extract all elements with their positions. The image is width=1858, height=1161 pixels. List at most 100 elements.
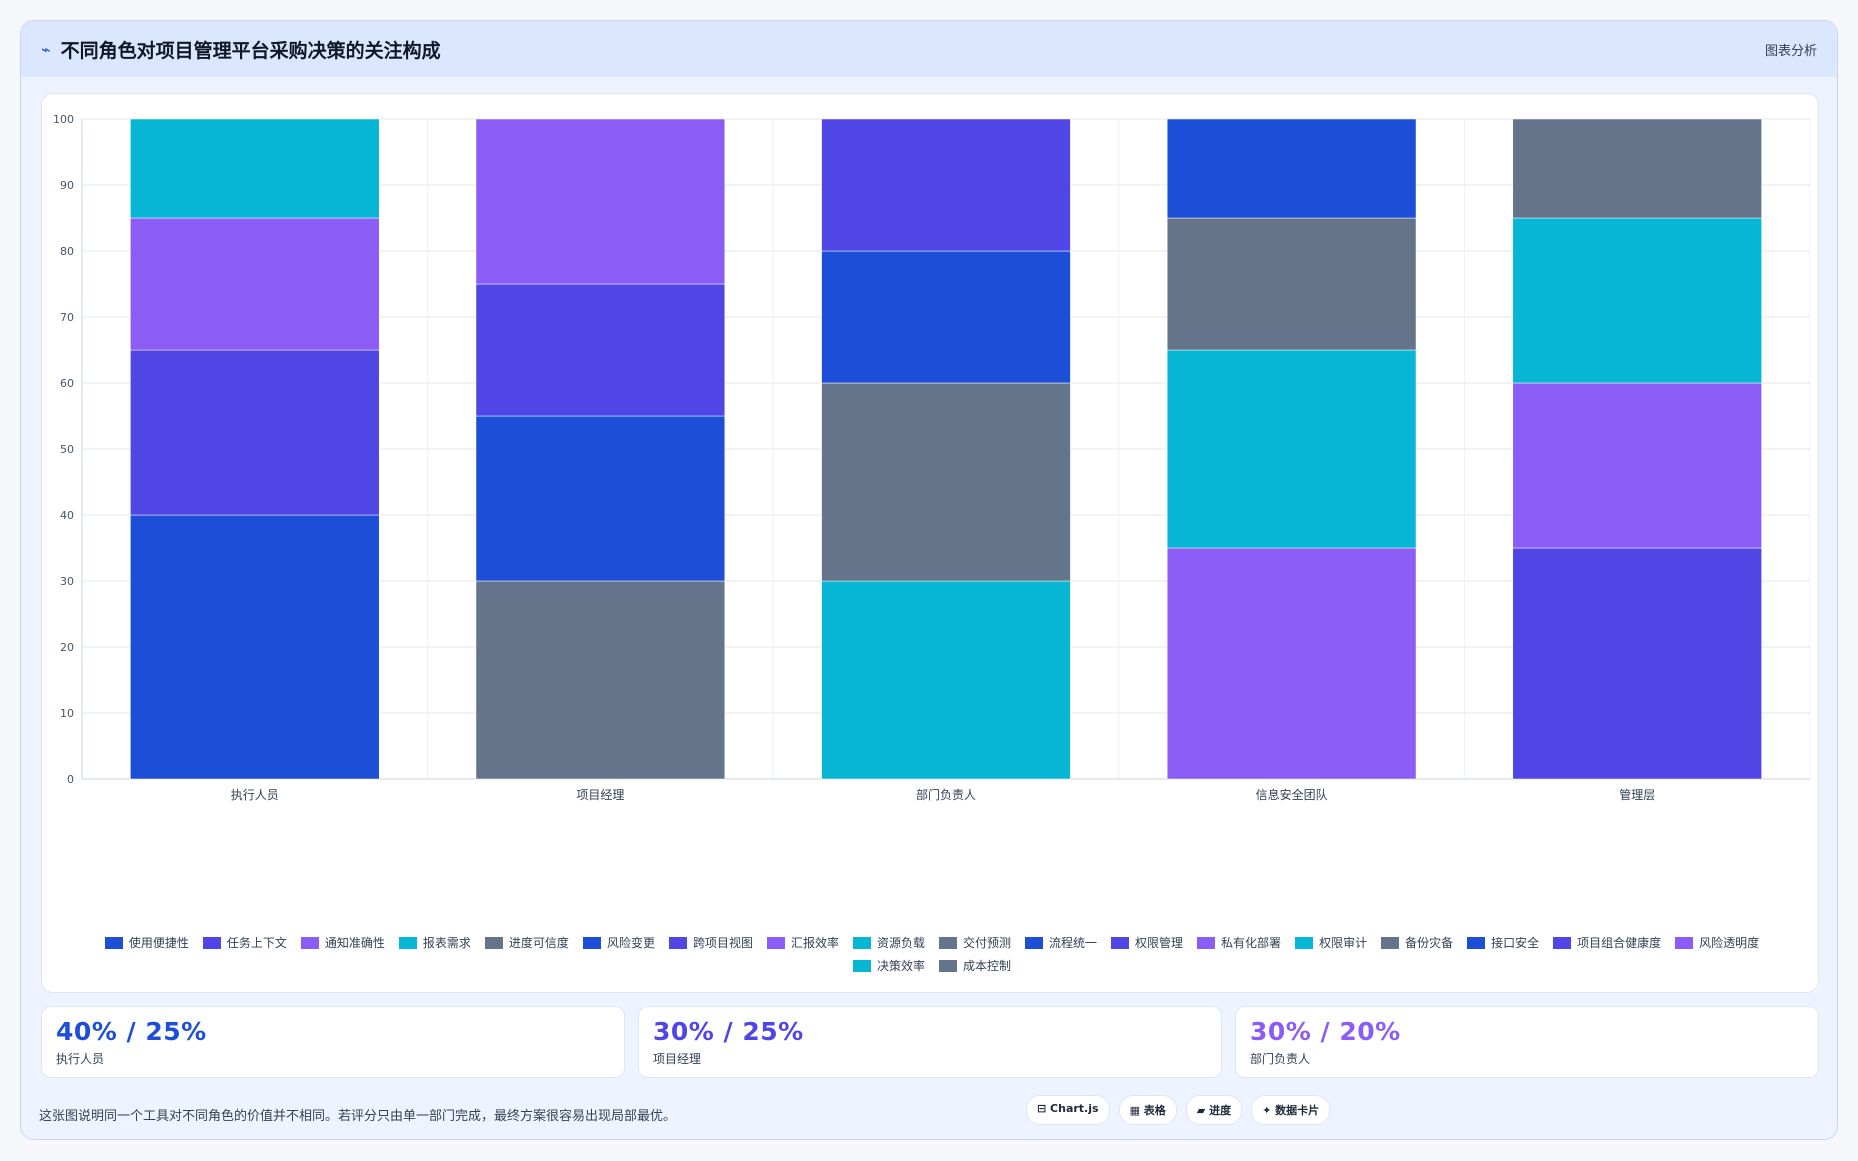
legend-swatch (1111, 936, 1130, 949)
legend-swatch (202, 936, 221, 949)
y-tick-label: 0 (67, 773, 74, 786)
bar-segment (1512, 382, 1762, 549)
legend-swatch (104, 936, 123, 949)
y-tick-label: 30 (60, 575, 74, 588)
y-tick-label: 80 (60, 245, 74, 258)
legend-item[interactable]: 交付预测 (939, 934, 1011, 951)
legend-swatch (852, 936, 871, 949)
legend-item[interactable]: 风险变更 (582, 934, 655, 951)
legend-label: 项目组合健康度 (1577, 936, 1662, 950)
stat-value: 40% / 25% (56, 1017, 207, 1046)
y-tick-label: 20 (60, 641, 74, 654)
stacked-bar-chart: 0 10 20 30 40 50 60 70 80 90 100 执行人员 项目经理 部门负责人 信息安全团… (53, 113, 1811, 802)
stat-card: 30% / 20% 部门负责人 (1235, 1006, 1819, 1078)
legend-label: 通知准确性 (324, 936, 385, 950)
bar-segment (821, 118, 1071, 252)
y-tick-label: 50 (60, 443, 74, 456)
stat-label: 执行人员 (56, 1052, 105, 1066)
stat-label: 部门负责人 (1250, 1052, 1311, 1066)
bar-segment (1166, 547, 1417, 780)
legend-item[interactable]: 资源负载 (852, 934, 925, 951)
legend-label: 备份灾备 (1405, 936, 1454, 950)
chip-table[interactable]: ▦ 表格 (1118, 1095, 1177, 1125)
feature-chips: ⊟ Chart.js ▦ 表格 ▰ 进度 ✦ 数据卡片 (1026, 1095, 1331, 1125)
chip-data-card[interactable]: ✦ 数据卡片 (1251, 1095, 1331, 1125)
legend-item[interactable]: 决策效率 (852, 957, 925, 974)
page-title: 不同角色对项目管理平台采购决策的关注构成 (60, 39, 441, 62)
legend-label: 跨项目视图 (692, 936, 753, 950)
legend-label: 进度可信度 (508, 936, 569, 950)
y-tick-label: 10 (60, 707, 74, 720)
legend-label: 权限审计 (1319, 936, 1368, 950)
chip-chartjs[interactable]: ⊟ Chart.js (1026, 1095, 1110, 1125)
legend-item[interactable]: 项目组合健康度 (1553, 934, 1661, 951)
legend-label: 任务上下文 (226, 936, 287, 950)
bar-segment (130, 217, 380, 351)
legend-item[interactable]: 备份灾备 (1381, 934, 1453, 951)
legend-label: 私有化部署 (1221, 936, 1282, 950)
legend-swatch (398, 936, 417, 949)
legend-label: 成本控制 (963, 959, 1012, 973)
legend-item[interactable]: 使用便捷性 (104, 934, 189, 951)
legend-item[interactable]: 权限管理 (1111, 934, 1183, 951)
legend-label: 报表需求 (422, 936, 471, 950)
card-header: ⌁ 不同角色对项目管理平台采购决策的关注构成 图表分析 (21, 21, 1837, 77)
bar-segment (1166, 217, 1417, 351)
legend-swatch (300, 936, 319, 949)
x-tick-label: 项目经理 (576, 788, 624, 802)
bar-segment (821, 382, 1071, 582)
y-tick-label: 100 (53, 113, 74, 126)
legend-label: 交付预测 (963, 936, 1012, 950)
legend-label: 资源负载 (876, 936, 925, 950)
y-tick-label: 90 (60, 179, 74, 192)
bar-segment (475, 118, 726, 285)
stat-label: 项目经理 (653, 1052, 702, 1066)
y-tick-label: 70 (60, 311, 74, 324)
legend-item[interactable]: 风险透明度 (1675, 934, 1759, 951)
stat-cards: 40% / 25% 执行人员 30% / 25% 项目经理 30% / 20% … (41, 1006, 1819, 1078)
legend-item[interactable]: 报表需求 (398, 934, 471, 951)
legend-item[interactable]: 进度可信度 (484, 934, 569, 951)
legend-label: 风险变更 (606, 936, 655, 950)
legend-item[interactable]: 跨项目视图 (668, 934, 753, 951)
bar-segment (1512, 547, 1762, 780)
bar-segment (1166, 118, 1417, 219)
legend-label: 权限管理 (1135, 936, 1184, 950)
legend-item[interactable]: 流程统一 (1025, 934, 1097, 951)
legend-label: 决策效率 (876, 959, 925, 973)
stat-value: 30% / 25% (653, 1017, 804, 1046)
legend-item[interactable]: 通知准确性 (300, 934, 385, 951)
legend-item[interactable]: 成本控制 (939, 957, 1011, 974)
chart-panel: 0 10 20 30 40 50 60 70 80 90 100 执行人员 项目经理 部门负责人 信息安全团… (41, 93, 1819, 993)
legend-swatch (939, 936, 957, 949)
legend-item[interactable]: 权限审计 (1295, 934, 1367, 951)
legend-item[interactable]: 私有化部署 (1197, 934, 1281, 951)
footer-note: 这张图说明同一个工具对不同角色的价值并不相同。若评分只由单一部门完成，最终方案很… (39, 1109, 677, 1124)
bar-segment (130, 514, 380, 780)
legend-swatch (1467, 936, 1486, 949)
header-right-label: 图表分析 (1764, 43, 1817, 59)
legend-item[interactable]: 接口安全 (1467, 934, 1539, 951)
stat-card: 30% / 25% 项目经理 (638, 1006, 1222, 1078)
legend-swatch (1295, 936, 1314, 949)
bar-segment (1512, 217, 1762, 384)
legend-label: 流程统一 (1049, 936, 1098, 950)
bar-segment (130, 349, 380, 516)
legend-swatch (1381, 936, 1400, 949)
chart-line-icon: ⌁ (41, 39, 51, 59)
x-tick-label: 管理层 (1619, 787, 1655, 802)
legend-swatch (939, 959, 957, 972)
y-tick-label: 40 (60, 509, 74, 522)
legend-label: 使用便捷性 (128, 936, 189, 950)
stat-card: 40% / 25% 执行人员 (41, 1006, 625, 1078)
chip-progress[interactable]: ▰ 进度 (1185, 1095, 1243, 1125)
bar-segment (475, 415, 726, 582)
bar-segment (475, 283, 726, 417)
x-tick-label: 信息安全团队 (1256, 787, 1328, 802)
legend-item[interactable]: 任务上下文 (202, 934, 287, 951)
chart-card: ⌁ 不同角色对项目管理平台采购决策的关注构成 图表分析 0 10 20 30 40 50 6… (20, 20, 1838, 1140)
chart-legend: 使用便捷性 任务上下文 通知准确性 报表需求 进度可信度 风险变更 跨项目视图 汇报效率 资源负… (82, 934, 1782, 974)
legend-swatch (1197, 936, 1216, 949)
legend-item[interactable]: 汇报效率 (766, 934, 839, 951)
bar-segment (1166, 349, 1417, 549)
